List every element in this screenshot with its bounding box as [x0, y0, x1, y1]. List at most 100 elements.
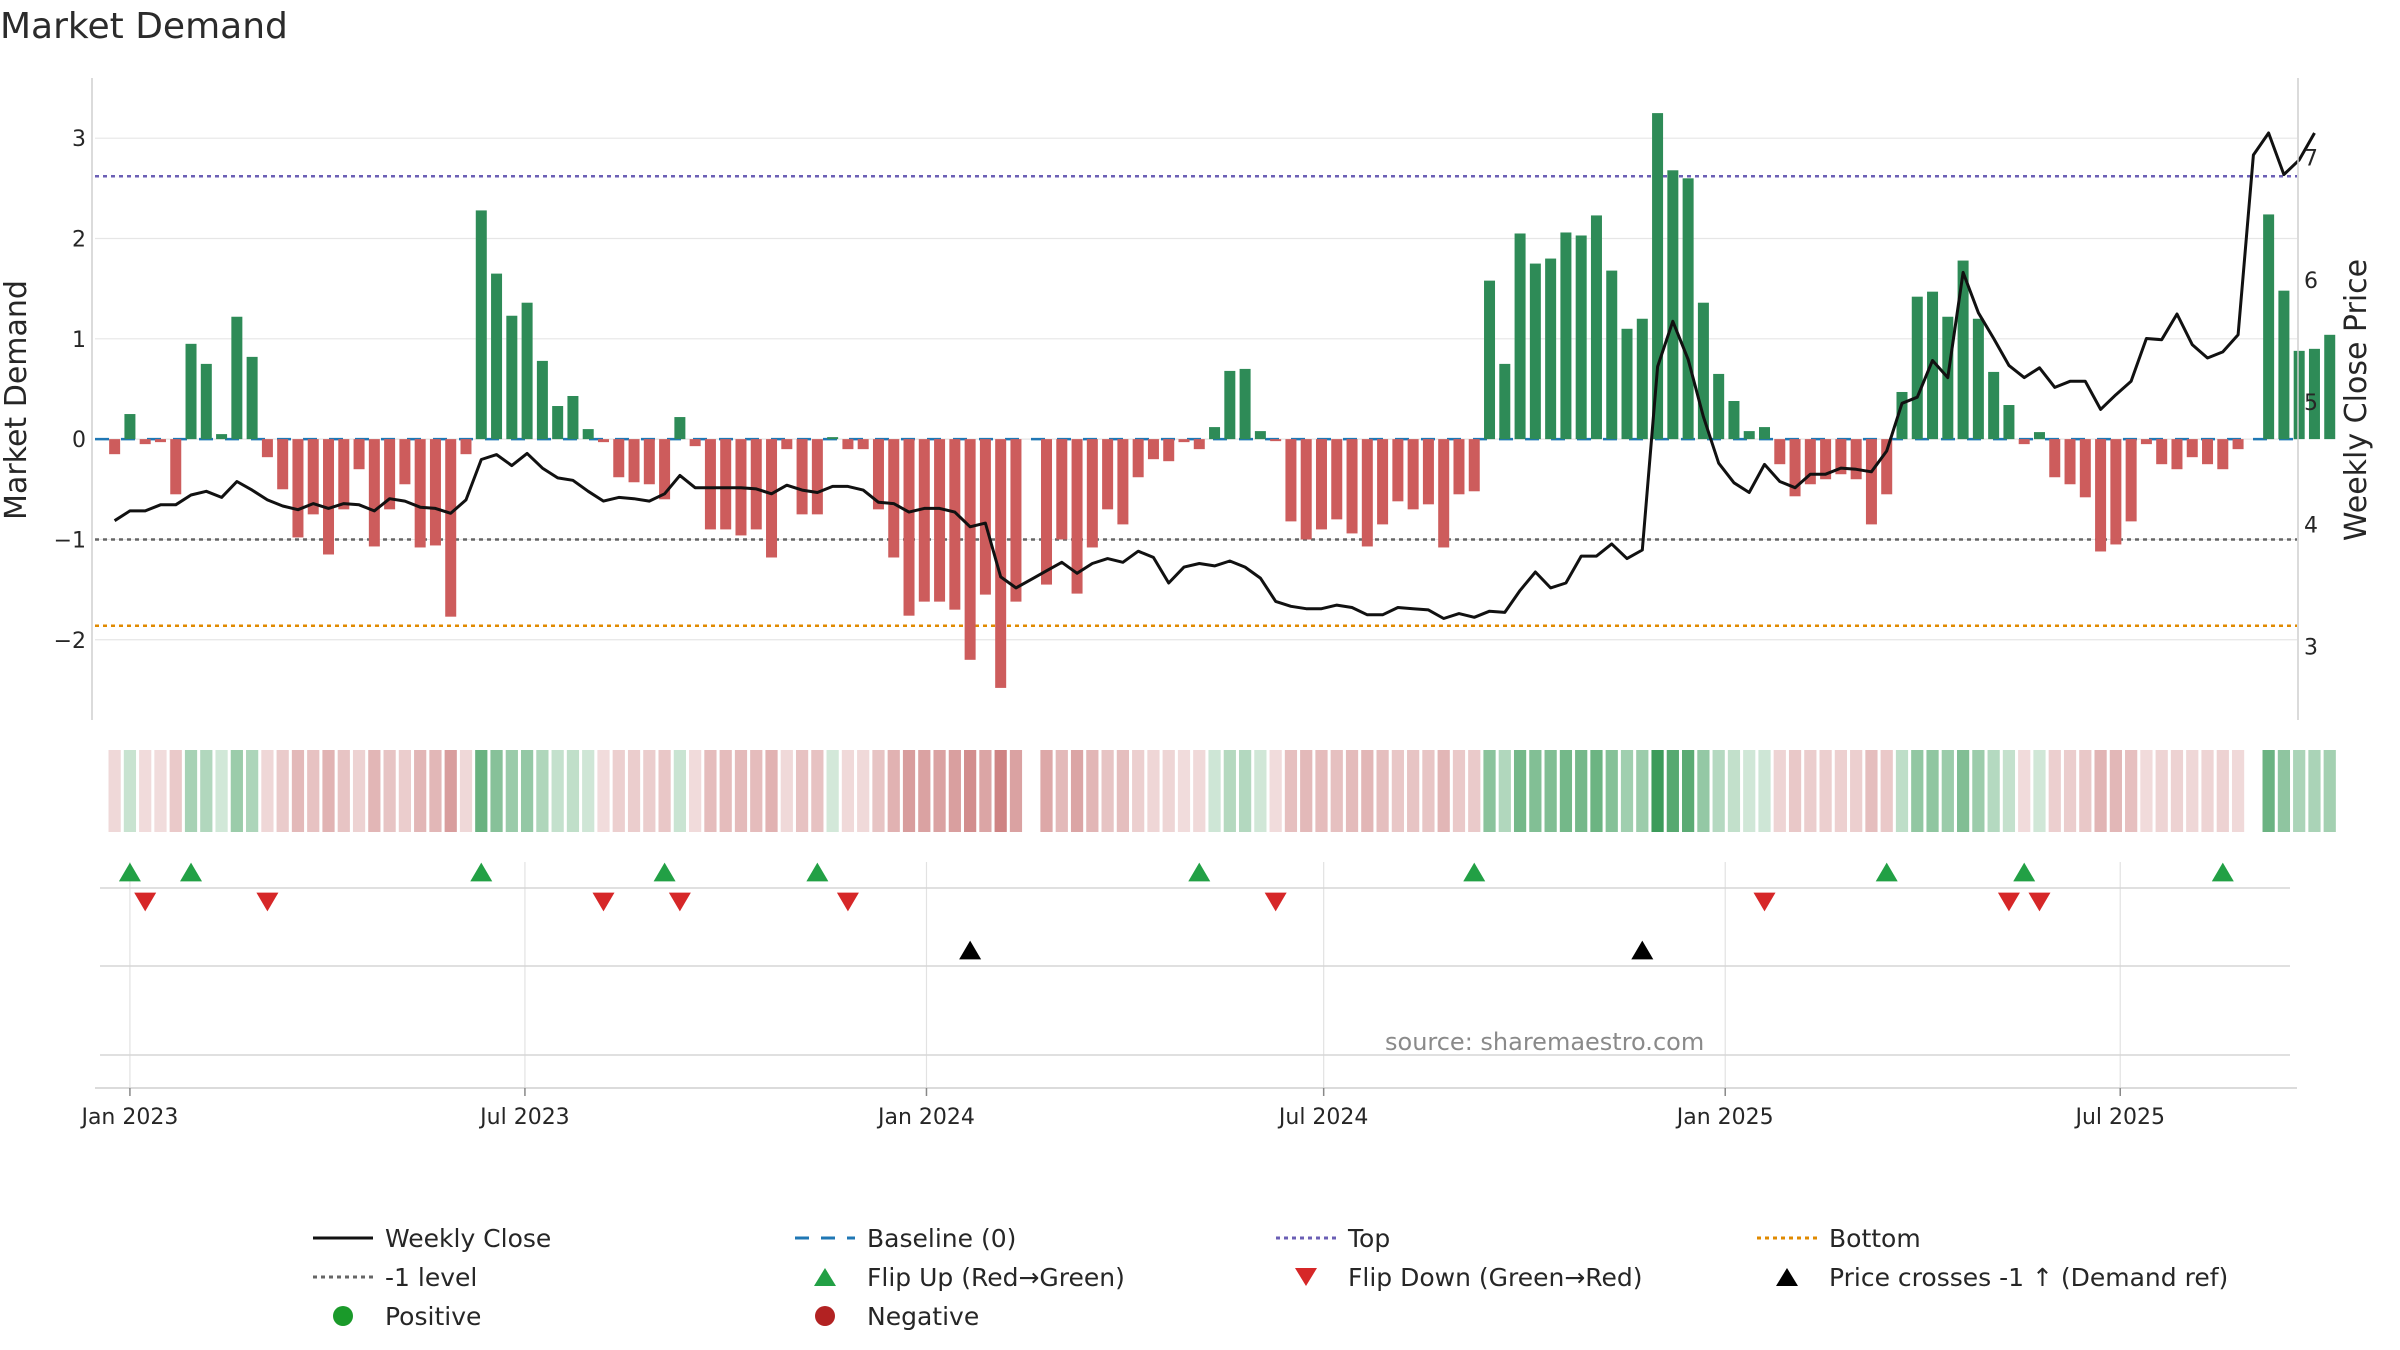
strip-cell	[352, 750, 366, 832]
demand-bar	[613, 439, 625, 478]
demand-bar	[2278, 290, 2290, 440]
strip-cell	[1422, 750, 1435, 832]
strip-cell	[1376, 750, 1389, 832]
demand-bar	[1315, 439, 1327, 530]
legend-label: Positive	[385, 1302, 481, 1331]
weekly-close-line	[113, 131, 2316, 620]
strip-cell	[398, 750, 412, 832]
strip-cell	[475, 750, 488, 832]
demand-bar	[2140, 439, 2152, 445]
demand-bar	[338, 439, 350, 510]
demand-bar	[1575, 235, 1587, 440]
demand-bar	[1377, 439, 1389, 525]
strip-cell	[123, 750, 137, 832]
legend-label: Weekly Close	[385, 1224, 551, 1253]
demand-bar	[109, 439, 121, 455]
strip-cell	[1147, 750, 1160, 832]
flip-down-marker	[1753, 892, 1776, 912]
x-tick-label: Jan 2024	[876, 1105, 975, 1130]
demand-bar	[2003, 405, 2015, 440]
demand-bar	[1988, 371, 2000, 440]
demand-bar	[674, 417, 686, 440]
strip-cell	[1819, 750, 1832, 832]
flip-up-marker	[118, 862, 141, 882]
strip-cell	[2002, 750, 2016, 832]
demand-bar	[2186, 439, 2198, 458]
demand-bar	[979, 439, 991, 595]
demand-bar	[1285, 439, 1297, 522]
legend-label: Baseline (0)	[867, 1224, 1016, 1253]
demand-bar	[1270, 439, 1282, 442]
y-left-tick-label: −2	[54, 629, 86, 654]
y-right-tick-label: 6	[2304, 269, 2318, 294]
strip-cell	[1315, 750, 1328, 832]
strip-cell	[1238, 750, 1252, 832]
strip-cell	[1468, 750, 1481, 832]
strip-cell	[1773, 750, 1786, 832]
strip-cell	[887, 750, 900, 832]
flip-up-marker	[1463, 862, 1486, 882]
demand-bar	[628, 439, 640, 483]
strip-cell	[291, 750, 305, 832]
demand-bar	[2110, 439, 2122, 545]
demand-bar	[2263, 214, 2275, 440]
demand-bar	[445, 439, 457, 617]
strip-cell	[1040, 750, 1053, 832]
demand-bar	[872, 439, 884, 510]
strip-cell	[964, 750, 977, 832]
strip-cell	[1254, 750, 1267, 832]
strip-cell	[2308, 750, 2321, 832]
strip-cell	[1666, 750, 1679, 832]
strip-cell	[780, 750, 793, 832]
demand-bar	[1590, 215, 1602, 440]
strip-cell	[1223, 750, 1236, 832]
flip-up-marker	[180, 862, 203, 882]
flip-down-marker	[668, 892, 691, 912]
demand-bar	[1086, 439, 1098, 548]
demand-bar	[506, 315, 518, 440]
strip-cell	[1972, 750, 1985, 832]
strip-cell	[979, 750, 992, 832]
demand-bar	[139, 439, 151, 445]
strip-cell	[734, 750, 748, 832]
demand-bar	[2018, 439, 2030, 445]
demand-bar	[231, 316, 243, 440]
strip-cell	[444, 750, 457, 832]
demand-bar	[1422, 439, 1434, 505]
y-right-tick-label: 7	[2304, 146, 2318, 171]
demand-bar	[1239, 368, 1251, 440]
demand-bar	[384, 439, 396, 510]
demand-bar	[903, 439, 915, 616]
demand-bar	[1804, 439, 1816, 485]
legend-label: Bottom	[1829, 1224, 1921, 1253]
demand-bar	[1667, 170, 1679, 440]
demand-bar	[1163, 439, 1175, 462]
strip-cell	[1498, 750, 1511, 832]
strip-cell	[582, 750, 595, 832]
demand-bar	[1010, 439, 1022, 602]
flip-down-marker	[1997, 892, 2020, 912]
strip-cell	[520, 750, 534, 832]
demand-bar	[1514, 233, 1526, 440]
strip-cell	[429, 750, 442, 832]
demand-bar	[1636, 318, 1648, 440]
strip-cell	[1452, 750, 1466, 832]
strip-cell	[1636, 750, 1649, 832]
strip-cell	[1620, 750, 1634, 832]
price-cross-marker	[959, 940, 982, 960]
demand-heat-strip	[108, 750, 2336, 832]
strip-cell	[1284, 750, 1298, 832]
strip-cell	[1300, 750, 1313, 832]
strip-cell	[322, 750, 335, 832]
strip-cell	[169, 750, 182, 832]
price-cross-marker	[1631, 940, 1654, 960]
y-left-tick-label: 3	[72, 127, 86, 152]
demand-bar	[582, 429, 594, 440]
strip-cell	[1361, 750, 1374, 832]
legend-label: Price crosses -1 ↑ (Demand ref)	[1829, 1263, 2228, 1292]
strip-cell	[704, 750, 717, 832]
demand-bar	[1881, 439, 1893, 495]
strip-cell	[368, 750, 381, 832]
axes: −2 −1 0 1 2 3 3 4 5 6 7 Jan 2023 Jul 2023 Jan 2024 Jul…	[0, 78, 2374, 1130]
legend-item: Flip Up (Red→Green)	[814, 1263, 1125, 1292]
